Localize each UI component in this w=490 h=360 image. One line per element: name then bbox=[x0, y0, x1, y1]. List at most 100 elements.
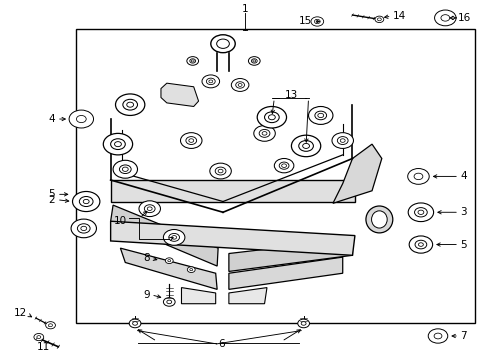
Circle shape bbox=[76, 116, 86, 123]
Circle shape bbox=[147, 207, 152, 211]
Circle shape bbox=[169, 233, 179, 241]
Circle shape bbox=[190, 269, 193, 271]
Circle shape bbox=[418, 243, 423, 246]
Circle shape bbox=[83, 199, 89, 204]
Circle shape bbox=[253, 60, 256, 62]
Circle shape bbox=[163, 229, 185, 245]
Circle shape bbox=[73, 192, 100, 212]
Polygon shape bbox=[229, 239, 352, 271]
Circle shape bbox=[145, 205, 155, 213]
Circle shape bbox=[254, 126, 275, 141]
Circle shape bbox=[79, 197, 93, 207]
Circle shape bbox=[187, 57, 198, 65]
Circle shape bbox=[206, 78, 215, 85]
Circle shape bbox=[217, 39, 229, 48]
Circle shape bbox=[251, 59, 257, 63]
Text: 4: 4 bbox=[49, 114, 55, 124]
Circle shape bbox=[303, 143, 310, 148]
Circle shape bbox=[298, 319, 310, 328]
Text: 14: 14 bbox=[392, 11, 406, 21]
Polygon shape bbox=[111, 221, 355, 255]
Circle shape bbox=[318, 113, 324, 118]
Circle shape bbox=[238, 84, 242, 86]
Circle shape bbox=[123, 99, 138, 110]
Circle shape bbox=[415, 240, 427, 249]
Circle shape bbox=[37, 336, 41, 338]
Text: 9: 9 bbox=[143, 290, 150, 300]
Circle shape bbox=[309, 107, 333, 125]
Circle shape bbox=[375, 16, 384, 23]
Text: 3: 3 bbox=[460, 207, 466, 217]
Polygon shape bbox=[161, 83, 198, 107]
Circle shape bbox=[337, 136, 348, 144]
Circle shape bbox=[340, 139, 345, 142]
Text: 7: 7 bbox=[460, 331, 466, 341]
Text: 2: 2 bbox=[49, 195, 55, 205]
Circle shape bbox=[71, 219, 97, 238]
Circle shape bbox=[218, 169, 223, 173]
Circle shape bbox=[69, 110, 94, 128]
Circle shape bbox=[315, 111, 327, 120]
Circle shape bbox=[299, 140, 314, 151]
Circle shape bbox=[34, 333, 44, 341]
Circle shape bbox=[274, 158, 294, 173]
Text: 13: 13 bbox=[285, 90, 298, 100]
Circle shape bbox=[311, 17, 324, 26]
Polygon shape bbox=[121, 248, 217, 289]
Circle shape bbox=[428, 329, 448, 343]
Text: 8: 8 bbox=[143, 253, 150, 263]
Text: 5: 5 bbox=[460, 239, 466, 249]
Circle shape bbox=[301, 321, 306, 325]
Circle shape bbox=[257, 107, 287, 128]
Text: 4: 4 bbox=[460, 171, 466, 181]
Circle shape bbox=[103, 134, 133, 155]
Text: 16: 16 bbox=[458, 13, 471, 23]
Circle shape bbox=[49, 324, 52, 327]
Text: 5: 5 bbox=[49, 189, 55, 199]
Circle shape bbox=[315, 19, 320, 24]
Circle shape bbox=[191, 60, 194, 62]
Polygon shape bbox=[111, 205, 218, 266]
Circle shape bbox=[236, 82, 245, 88]
Circle shape bbox=[279, 162, 289, 169]
Circle shape bbox=[127, 102, 134, 107]
Circle shape bbox=[133, 321, 138, 325]
Polygon shape bbox=[229, 288, 267, 304]
Circle shape bbox=[215, 167, 226, 175]
Circle shape bbox=[409, 236, 433, 253]
Ellipse shape bbox=[371, 211, 387, 228]
Circle shape bbox=[172, 235, 176, 239]
Circle shape bbox=[434, 333, 442, 339]
Circle shape bbox=[265, 112, 279, 123]
Circle shape bbox=[202, 75, 220, 88]
Circle shape bbox=[377, 18, 381, 21]
Circle shape bbox=[292, 135, 321, 157]
Circle shape bbox=[187, 267, 195, 273]
Circle shape bbox=[111, 139, 125, 149]
Circle shape bbox=[139, 201, 160, 217]
Circle shape bbox=[435, 10, 456, 26]
Bar bbox=[76, 30, 475, 323]
Text: 1: 1 bbox=[242, 4, 248, 14]
Circle shape bbox=[190, 59, 196, 63]
Text: 15: 15 bbox=[299, 17, 312, 27]
Circle shape bbox=[122, 167, 128, 171]
Circle shape bbox=[282, 164, 287, 167]
Circle shape bbox=[269, 115, 275, 120]
Circle shape bbox=[129, 319, 141, 328]
Circle shape bbox=[165, 258, 173, 264]
Circle shape bbox=[231, 78, 249, 91]
Text: 11: 11 bbox=[37, 342, 50, 352]
Text: 12: 12 bbox=[14, 308, 27, 318]
Circle shape bbox=[189, 139, 194, 142]
Circle shape bbox=[248, 57, 260, 65]
Circle shape bbox=[120, 165, 131, 174]
Circle shape bbox=[414, 173, 423, 180]
Circle shape bbox=[209, 80, 213, 83]
Circle shape bbox=[441, 15, 450, 21]
Circle shape bbox=[167, 300, 172, 304]
Circle shape bbox=[332, 133, 353, 148]
Text: 10: 10 bbox=[114, 216, 127, 226]
Circle shape bbox=[163, 298, 175, 306]
Polygon shape bbox=[333, 144, 382, 203]
